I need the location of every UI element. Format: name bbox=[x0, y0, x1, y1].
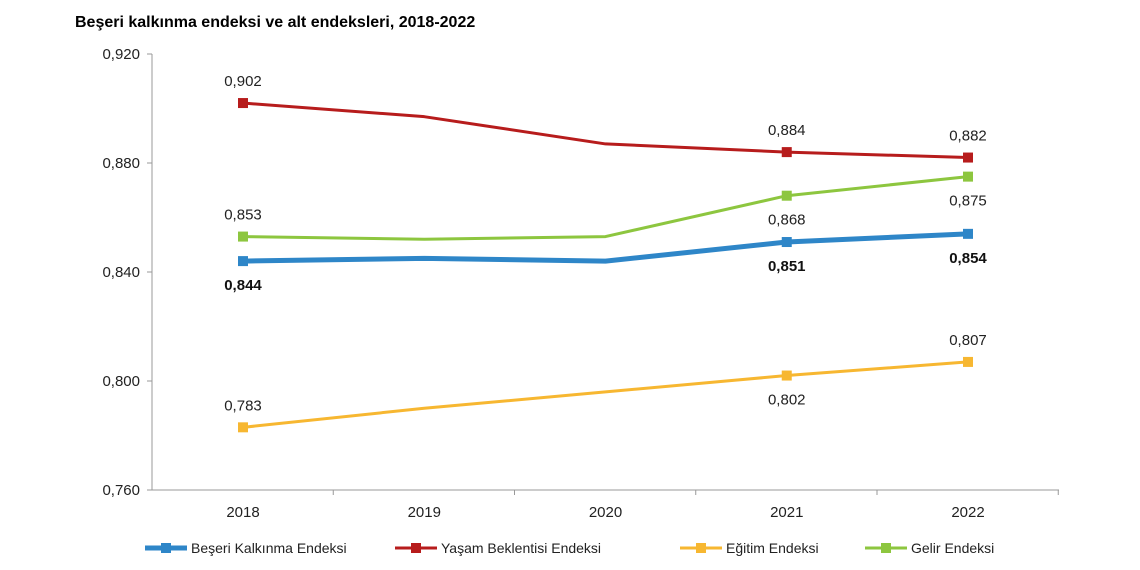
data-label: 0,875 bbox=[949, 193, 987, 210]
y-tick-label: 0,840 bbox=[102, 264, 140, 281]
chart-title: Beşeri kalkınma endeksi ve alt endeksler… bbox=[75, 14, 476, 31]
x-tick-label: 2022 bbox=[951, 504, 984, 521]
data-label: 0,854 bbox=[949, 250, 987, 267]
data-label: 0,868 bbox=[768, 212, 806, 229]
data-marker bbox=[781, 190, 792, 201]
data-label: 0,853 bbox=[224, 207, 262, 224]
data-label: 0,807 bbox=[949, 332, 987, 349]
x-tick-label: 2018 bbox=[226, 504, 259, 521]
data-label: 0,882 bbox=[949, 128, 987, 145]
data-label: 0,884 bbox=[768, 122, 806, 139]
data-marker bbox=[238, 98, 248, 109]
data-marker bbox=[781, 370, 792, 381]
x-tick-label: 2021 bbox=[770, 504, 803, 521]
series-line bbox=[242, 101, 969, 160]
series-line bbox=[242, 360, 969, 429]
legend-marker bbox=[161, 543, 171, 553]
legend-marker bbox=[696, 543, 706, 553]
y-tick-label: 0,760 bbox=[102, 482, 140, 499]
data-marker bbox=[781, 147, 792, 158]
data-marker bbox=[963, 228, 973, 239]
data-label: 0,802 bbox=[768, 392, 806, 409]
data-marker bbox=[238, 422, 248, 433]
x-tick-label: 2020 bbox=[589, 504, 622, 521]
data-label: 0,783 bbox=[224, 397, 262, 414]
series-line bbox=[242, 231, 969, 264]
data-marker bbox=[238, 231, 248, 242]
data-label: 0,851 bbox=[768, 258, 806, 275]
legend-label: Beşeri Kalkınma Endeksi bbox=[191, 540, 347, 556]
data-marker bbox=[963, 152, 973, 163]
data-marker bbox=[963, 171, 973, 182]
legend-marker bbox=[881, 543, 891, 553]
series-line bbox=[242, 175, 969, 241]
legend-marker bbox=[411, 543, 421, 553]
data-label: 0,844 bbox=[224, 277, 262, 294]
legend-label: Yaşam Beklentisi Endeksi bbox=[441, 540, 601, 556]
legend-label: Eğitim Endeksi bbox=[726, 540, 819, 556]
data-marker bbox=[781, 237, 792, 248]
x-tick-label: 2019 bbox=[408, 504, 441, 521]
y-tick-label: 0,880 bbox=[102, 155, 140, 172]
y-tick-label: 0,920 bbox=[102, 46, 140, 63]
data-marker bbox=[238, 256, 248, 267]
data-marker bbox=[963, 356, 973, 367]
legend-label: Gelir Endeksi bbox=[911, 540, 994, 556]
y-tick-label: 0,800 bbox=[102, 373, 140, 390]
data-label: 0,902 bbox=[224, 73, 262, 90]
